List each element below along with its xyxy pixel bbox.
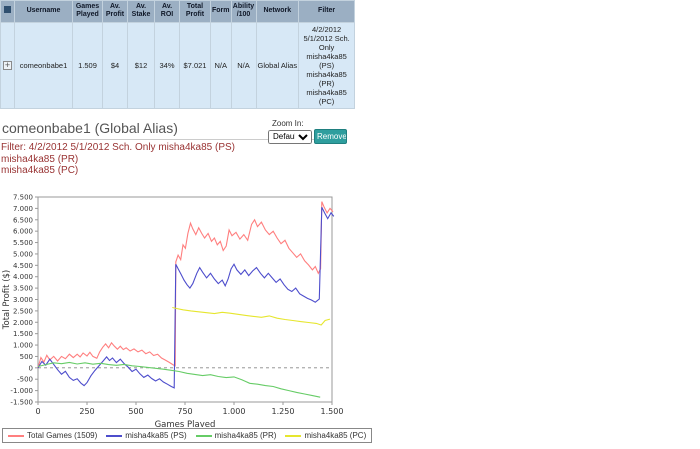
av-roi-cell: 34% (154, 21, 180, 109)
legend-swatch (8, 434, 24, 437)
header-ability[interactable]: Ability /100 (230, 0, 257, 23)
legend-swatch (195, 434, 212, 437)
svg-text:-1.500: -1.500 (10, 399, 33, 407)
legend-item: misha4ka85 (PC) (285, 431, 366, 440)
svg-text:3.500: 3.500 (13, 285, 33, 293)
header-av-roi[interactable]: Av. ROI (154, 0, 180, 23)
expand-row-icon[interactable]: + (3, 59, 12, 70)
results-table: Username Games Played Av. Profit Av. Sta… (0, 0, 356, 109)
svg-text:Games Played: Games Played (155, 420, 216, 427)
legend-item: misha4ka85 (PR) (195, 431, 277, 440)
svg-text:2.500: 2.500 (13, 307, 33, 315)
legend-label: misha4ka85 (PC) (304, 431, 367, 440)
page-title: comeonbabe1 (Global Alias) (2, 120, 178, 136)
svg-text:-1.000: -1.000 (10, 387, 33, 395)
legend-swatch (106, 434, 123, 437)
expand-all-header[interactable] (0, 0, 15, 23)
svg-text:250: 250 (79, 407, 94, 416)
table-row: + comeonbabe1 1.509 $4 $12 34% $7.021 N/… (0, 21, 356, 109)
legend-label: misha4ka85 (PR) (214, 431, 277, 440)
svg-text:7.000: 7.000 (13, 205, 33, 213)
header-total-profit[interactable]: Total Profit (179, 0, 211, 23)
header-form[interactable]: Form (210, 0, 232, 23)
zoom-controls: Zoom In: Default Remove (268, 119, 348, 144)
svg-text:4.000: 4.000 (13, 273, 33, 281)
table-header-row: Username Games Played Av. Profit Av. Sta… (0, 0, 356, 23)
ability-cell: N/A (230, 21, 257, 109)
header-username[interactable]: Username (14, 0, 73, 23)
expander-cell: + (0, 21, 15, 109)
svg-text:6.500: 6.500 (13, 216, 33, 224)
network-link[interactable]: Global Alias (255, 21, 300, 109)
svg-text:Total Profit ($): Total Profit ($) (2, 270, 12, 330)
header-filter[interactable]: Filter (298, 0, 356, 23)
form-cell: N/A (210, 21, 232, 109)
svg-text:7.500: 7.500 (13, 194, 33, 202)
games-played-cell: 1.509 (72, 21, 103, 109)
header-av-profit[interactable]: Av. Profit (102, 0, 128, 23)
header-av-stake[interactable]: Av. Stake (127, 0, 155, 23)
chart-legend: Total Games (1509) misha4ka85 (PS) misha4k… (2, 428, 373, 443)
profit-chart: -1.500 -1.000 -500 0 500 1.000 1.500 2.000 2.500… (2, 194, 344, 428)
filter-cell: 4/2/2012 5/1/2012 Sch. Only misha4ka85 (… (298, 21, 356, 109)
legend-swatch (285, 434, 302, 437)
header-network[interactable]: Network (255, 0, 300, 23)
svg-text:0: 0 (35, 407, 40, 416)
svg-text:500: 500 (128, 407, 143, 416)
svg-text:6.000: 6.000 (13, 228, 33, 236)
svg-text:5.000: 5.000 (13, 250, 33, 258)
svg-text:3.000: 3.000 (13, 296, 33, 304)
chart-filter-info: Filter: 4/2/2012 5/1/2012 Sch. Only mish… (1, 142, 235, 177)
svg-text:1.250: 1.250 (272, 407, 295, 416)
filter-line-1: Filter: 4/2/2012 5/1/2012 Sch. Only mish… (1, 142, 236, 153)
svg-text:500: 500 (20, 353, 33, 361)
svg-text:-500: -500 (17, 376, 33, 384)
legend-label: misha4ka85 (PS) (125, 431, 187, 440)
legend-item: misha4ka85 (PS) (106, 431, 187, 440)
username-link[interactable]: comeonbabe1 (14, 21, 73, 109)
svg-text:750: 750 (177, 407, 192, 416)
expand-all-icon (4, 6, 11, 14)
filter-line-3: misha4ka85 (PC) (1, 165, 79, 176)
title-divider (0, 139, 347, 140)
zoom-in-label: Zoom In: (272, 119, 304, 128)
svg-text:1.500: 1.500 (321, 407, 344, 416)
svg-text:0: 0 (29, 364, 33, 372)
svg-text:1.000: 1.000 (223, 407, 246, 416)
header-games-played[interactable]: Games Played (72, 0, 103, 23)
av-stake-cell: $12 (127, 21, 155, 109)
legend-item: Total Games (1509) (8, 431, 97, 440)
svg-text:1.000: 1.000 (13, 342, 33, 350)
remove-button[interactable]: Remove (314, 129, 347, 144)
svg-text:2.000: 2.000 (13, 319, 33, 327)
legend-label: Total Games (1509) (27, 431, 98, 440)
svg-text:5.500: 5.500 (13, 239, 33, 247)
filter-line-2: misha4ka85 (PR) (1, 153, 79, 165)
svg-text:4.500: 4.500 (13, 262, 33, 270)
zoom-select[interactable]: Default (268, 129, 312, 144)
total-profit-cell: $7.021 (179, 21, 211, 109)
av-profit-cell: $4 (102, 21, 128, 109)
svg-text:1.500: 1.500 (13, 330, 33, 338)
